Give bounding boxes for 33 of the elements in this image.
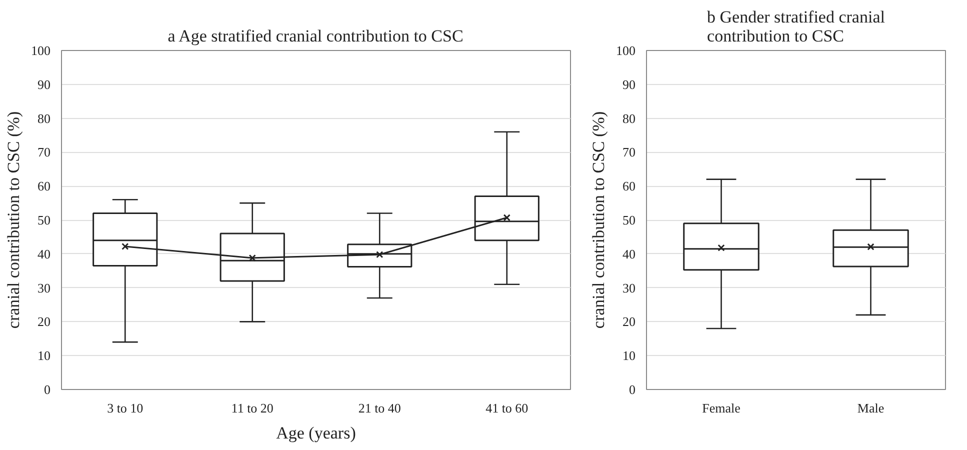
y-tick-label: 70 bbox=[622, 144, 636, 160]
y-tick-label: 40 bbox=[622, 246, 636, 262]
y-tick-label: 80 bbox=[622, 110, 636, 126]
y-tick-label: 0 bbox=[44, 382, 50, 397]
y-tick-label: 30 bbox=[38, 280, 50, 296]
x-tick-label: Female bbox=[702, 400, 741, 416]
x-tick-label: 41 to 60 bbox=[486, 400, 528, 416]
y-tick-label: 20 bbox=[38, 314, 50, 330]
y-tick-label: 100 bbox=[616, 43, 636, 58]
chart-title: a Age stratified cranial contribution to CSC bbox=[168, 26, 464, 46]
y-tick-label: 70 bbox=[38, 144, 50, 160]
chart-title: b Gender stratified cranial contribution to CSC bbox=[707, 8, 886, 46]
y-tick-label: 30 bbox=[622, 280, 636, 296]
x-tick-label: 3 to 10 bbox=[107, 400, 144, 416]
y-tick-label: 10 bbox=[38, 348, 50, 364]
y-axis-title: cranial contribution to CSC (%) bbox=[589, 111, 608, 329]
y-tick-label: 40 bbox=[38, 246, 50, 262]
y-tick-label: 60 bbox=[622, 178, 636, 194]
y-tick-label: 100 bbox=[31, 43, 50, 58]
y-tick-label: 90 bbox=[38, 76, 50, 92]
y-tick-label: 0 bbox=[629, 382, 636, 397]
y-axis-title: cranial contribution to CSC (%) bbox=[4, 111, 23, 329]
y-tick-label: 50 bbox=[38, 212, 50, 228]
x-tick-label: 21 to 40 bbox=[358, 400, 401, 416]
y-tick-label: 20 bbox=[622, 314, 636, 330]
x-tick-label: Male bbox=[857, 400, 884, 416]
x-tick-label: 11 to 20 bbox=[231, 400, 274, 416]
x-axis-title: Age (years) bbox=[276, 424, 356, 442]
y-tick-label: 50 bbox=[622, 212, 636, 228]
y-tick-label: 90 bbox=[622, 76, 636, 92]
y-tick-label: 10 bbox=[622, 348, 636, 364]
y-tick-label: 60 bbox=[38, 178, 50, 194]
y-tick-label: 80 bbox=[38, 110, 50, 126]
